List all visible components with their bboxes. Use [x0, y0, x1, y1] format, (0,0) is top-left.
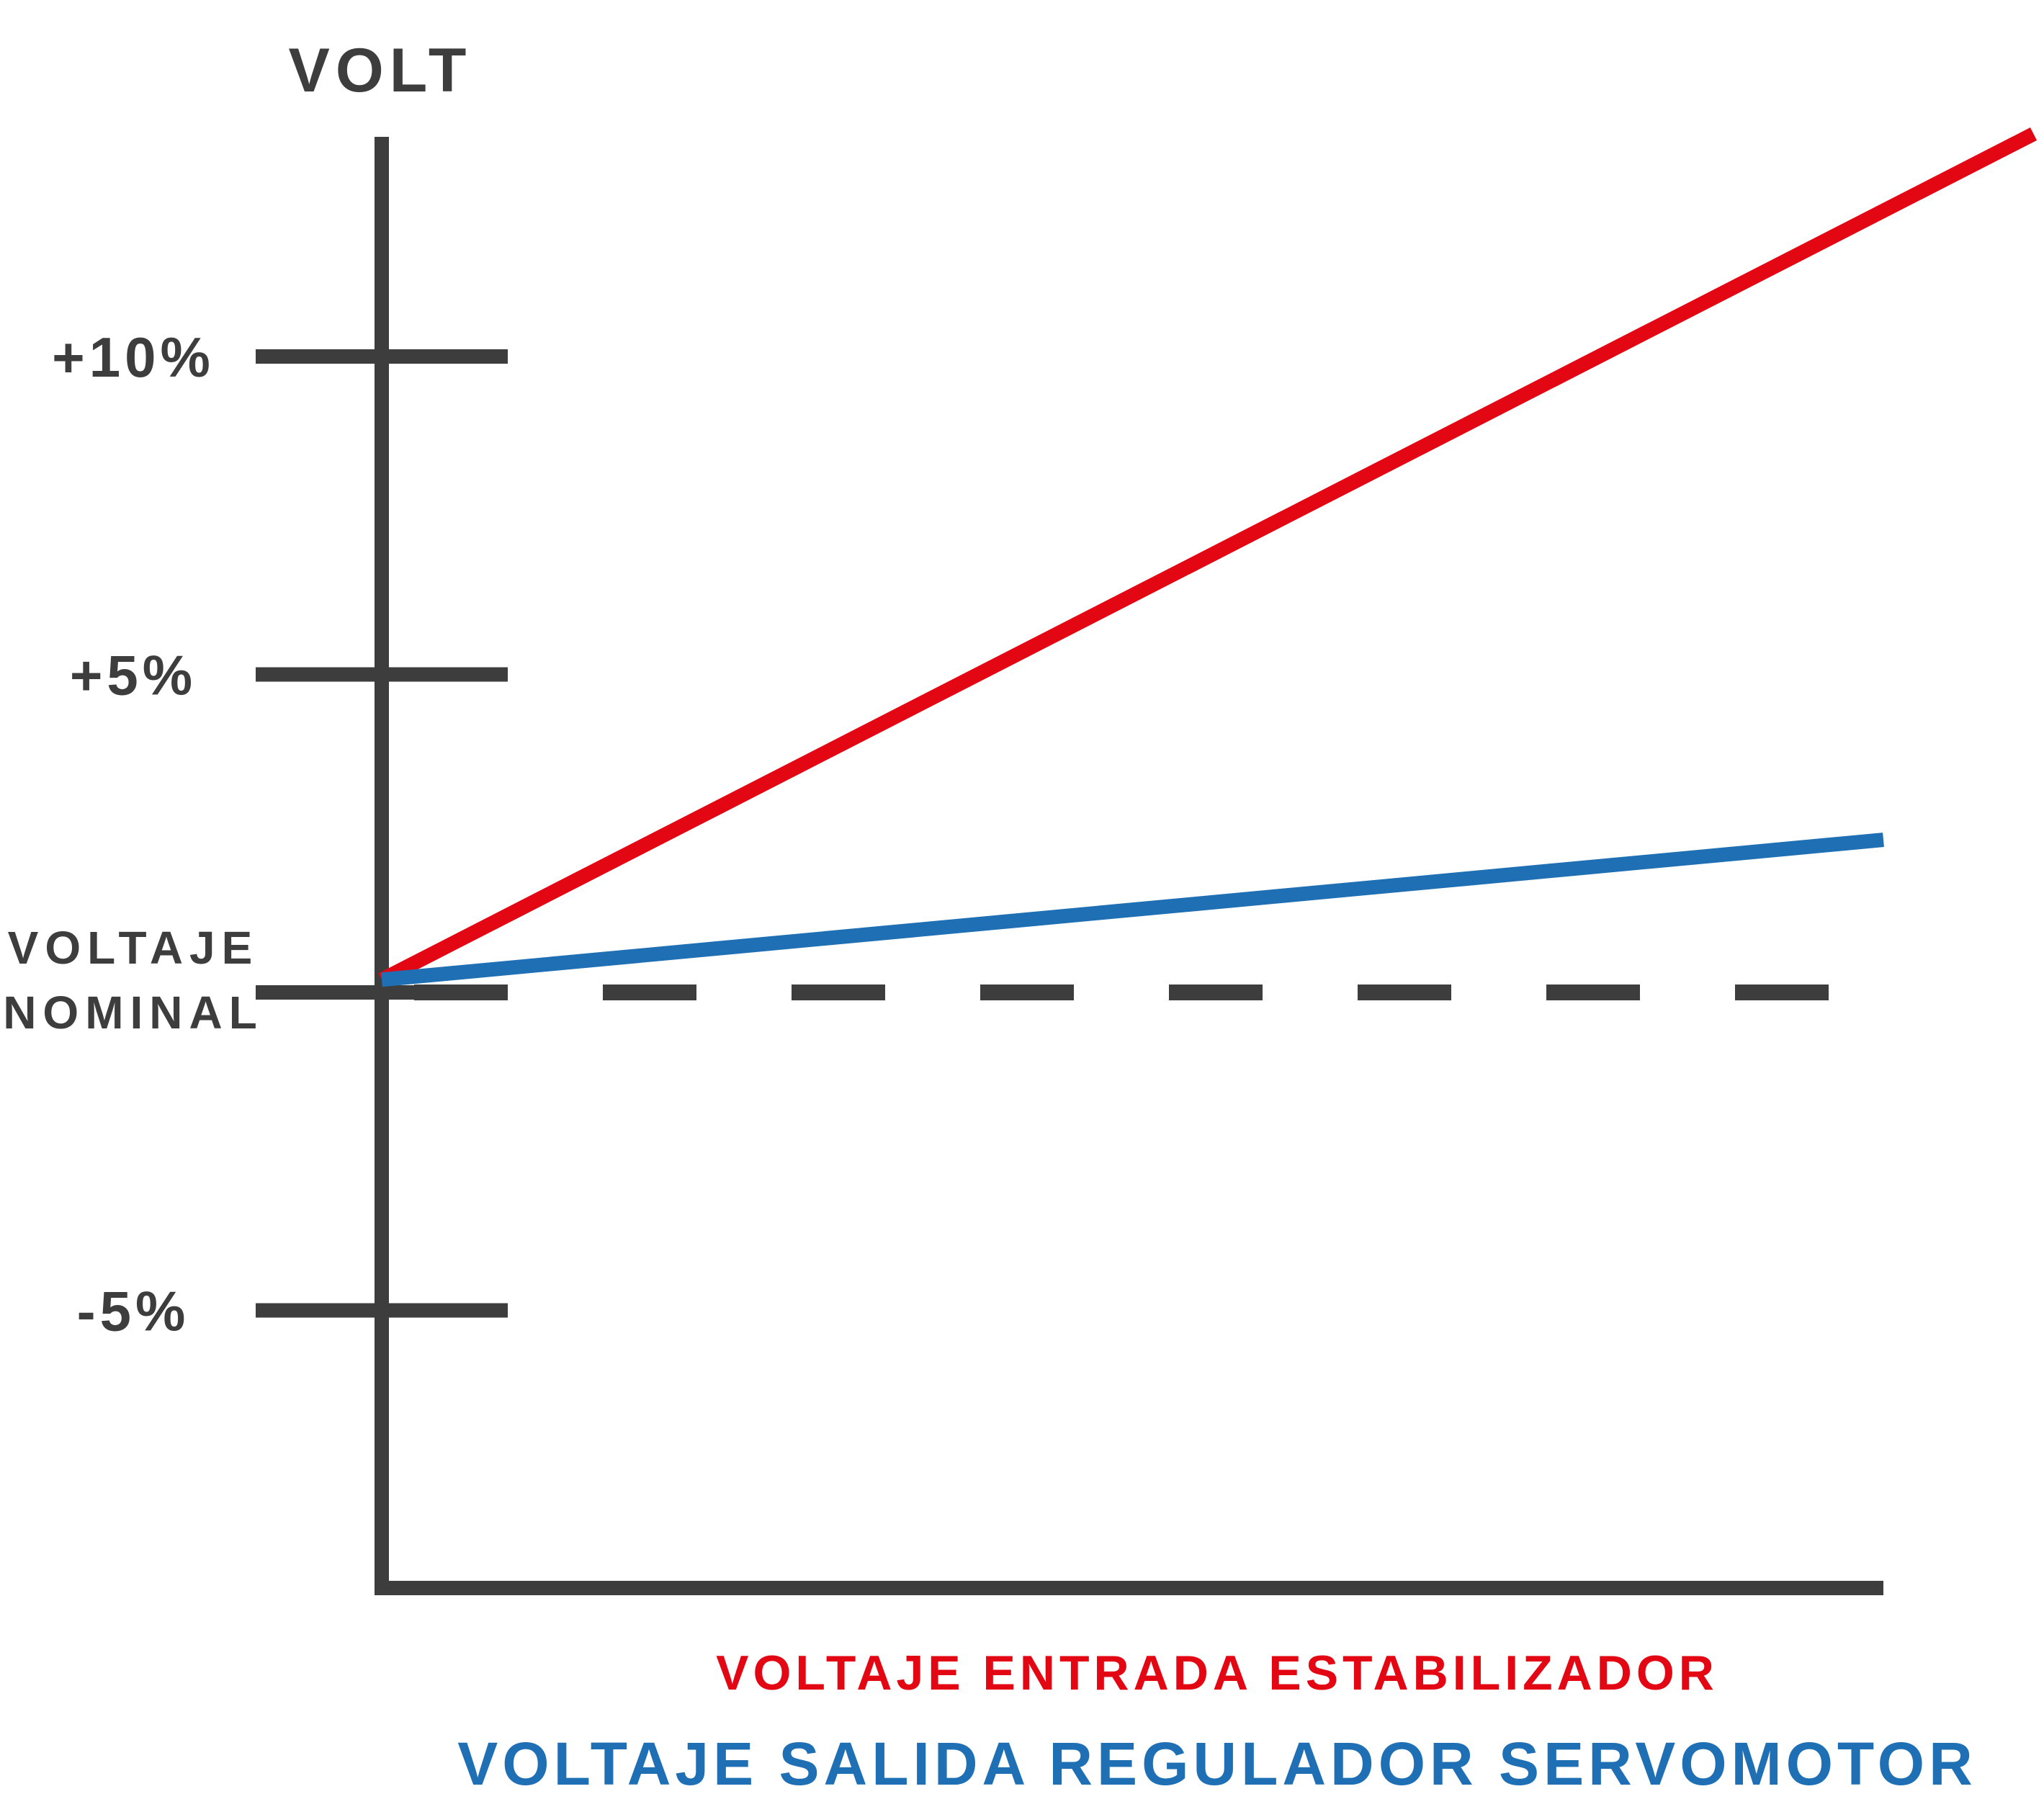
label-layer: +10% +5% VOLTAJE NOMINAL -5% VOLT [3, 36, 472, 1343]
legend-entry-1: VOLTAJE SALIDA REGULADOR SERVOMOTOR [457, 1730, 1976, 1794]
series-layer [378, 127, 2038, 987]
y-tick-label-2-line-0: VOLTAJE [8, 922, 259, 974]
y-tick-label-0: +10% [52, 326, 215, 389]
axis-layer [256, 137, 1883, 1595]
y-tick-label-3: -5% [77, 1280, 190, 1343]
y-axis-label: VOLT [289, 36, 472, 105]
y-tick-label-2-line-1: NOMINAL [3, 987, 264, 1039]
legend: VOLTAJE ENTRADA ESTABILIZADOR VOLTAJE SAL… [457, 1646, 1976, 1794]
series-line-0 [378, 127, 2038, 987]
y-tick-label-1: +5% [70, 644, 197, 707]
series-line-1 [381, 833, 1884, 987]
legend-entry-0: VOLTAJE ENTRADA ESTABILIZADOR [716, 1646, 1718, 1700]
